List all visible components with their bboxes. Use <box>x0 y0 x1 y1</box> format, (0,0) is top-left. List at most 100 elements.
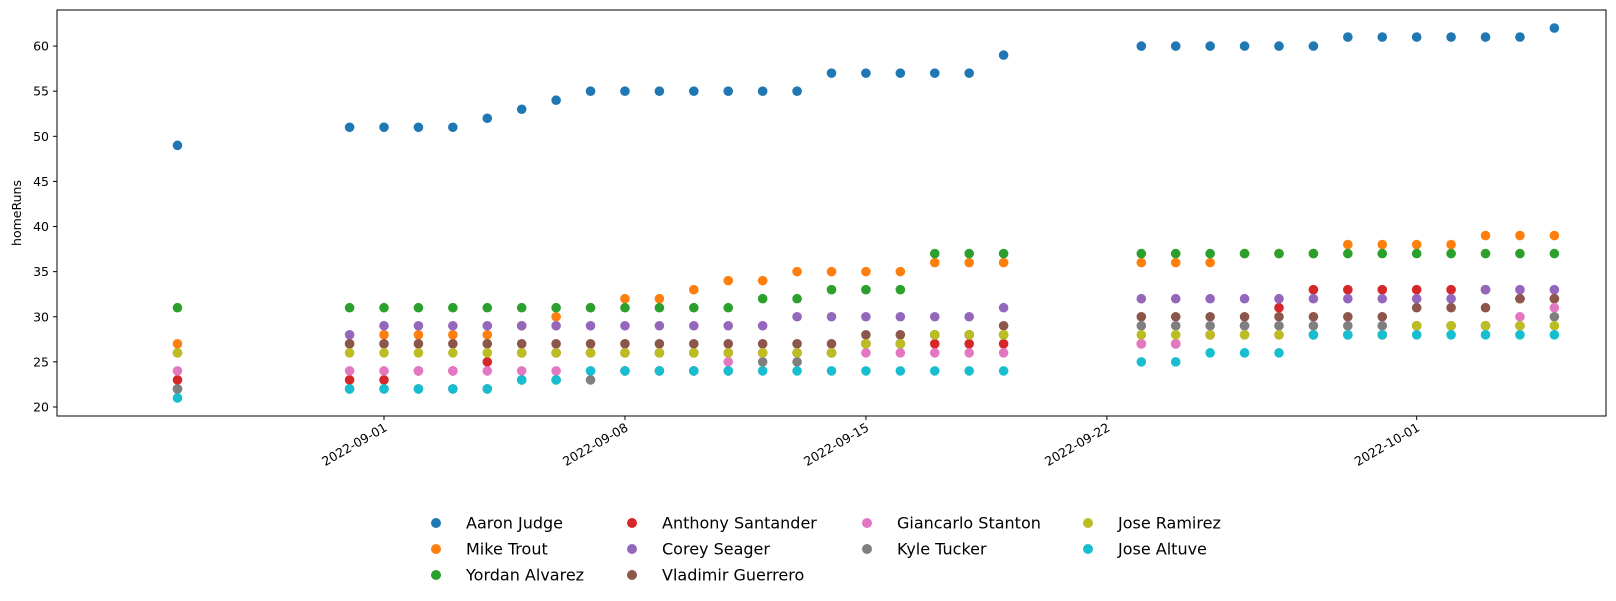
point-vladimir-guerrero <box>620 339 630 349</box>
point-mike-trout <box>826 266 837 277</box>
point-jose-altuve <box>792 366 802 376</box>
point-giancarlo-stanton <box>1515 311 1525 322</box>
point-mike-trout <box>620 293 630 304</box>
point-yordan-alvarez <box>1480 248 1491 259</box>
point-corey-seager <box>413 320 424 331</box>
point-aaron-judge <box>895 68 906 78</box>
point-jose-altuve <box>826 366 837 376</box>
point-jose-ramirez <box>929 330 940 340</box>
point-corey-seager <box>1239 293 1250 304</box>
y-tick-label: 45 <box>33 174 49 189</box>
point-jose-ramirez <box>861 339 871 349</box>
point-kyle-tucker <box>1549 311 1560 322</box>
point-aaron-judge <box>792 86 802 96</box>
point-corey-seager <box>757 320 768 331</box>
point-yordan-alvarez <box>1549 248 1560 259</box>
point-mike-trout <box>172 339 183 349</box>
point-aaron-judge <box>1136 41 1147 51</box>
point-giancarlo-stanton <box>448 366 458 376</box>
point-vladimir-guerrero <box>998 320 1009 331</box>
data-points <box>172 23 1560 403</box>
point-vladimir-guerrero <box>1308 311 1319 322</box>
point-corey-seager <box>516 320 527 331</box>
point-jose-altuve <box>1308 330 1319 340</box>
point-kyle-tucker <box>792 357 802 367</box>
point-yordan-alvarez <box>585 302 596 313</box>
point-vladimir-guerrero <box>861 330 871 340</box>
point-kyle-tucker <box>585 375 596 385</box>
legend-label-jose-ramirez: Jose Ramirez <box>1117 514 1221 533</box>
point-corey-seager <box>1480 284 1491 295</box>
point-yordan-alvarez <box>895 284 906 295</box>
legend-label-anthony-santander: Anthony Santander <box>662 514 817 533</box>
point-yordan-alvarez <box>413 302 424 313</box>
point-vladimir-guerrero <box>1343 311 1353 322</box>
point-jose-ramirez <box>1480 320 1491 331</box>
point-corey-seager <box>998 302 1009 313</box>
point-giancarlo-stanton <box>551 366 561 376</box>
point-jose-ramirez <box>516 348 527 358</box>
point-kyle-tucker <box>1170 320 1181 331</box>
point-kyle-tucker <box>1239 320 1250 331</box>
point-aaron-judge <box>344 122 355 133</box>
y-axis-label: homeRuns <box>9 180 24 246</box>
point-jose-altuve <box>1274 348 1284 358</box>
point-vladimir-guerrero <box>585 339 596 349</box>
point-corey-seager <box>344 330 355 340</box>
point-jose-altuve <box>654 366 665 376</box>
point-yordan-alvarez <box>723 302 734 313</box>
point-jose-ramirez <box>792 348 802 358</box>
point-yordan-alvarez <box>1136 248 1147 259</box>
legend-label-kyle-tucker: Kyle Tucker <box>897 540 987 559</box>
legend-marker-jose-ramirez <box>1083 518 1093 528</box>
point-jose-altuve <box>861 366 871 376</box>
point-aaron-judge <box>1274 41 1284 51</box>
point-corey-seager <box>482 320 493 331</box>
point-yordan-alvarez <box>1308 248 1319 259</box>
point-mike-trout <box>723 275 734 286</box>
point-aaron-judge <box>998 50 1009 60</box>
y-tick-label: 40 <box>33 219 49 234</box>
point-anthony-santander <box>1308 284 1319 295</box>
point-mike-trout <box>689 284 699 295</box>
y-tick-label: 60 <box>33 39 49 54</box>
point-aaron-judge <box>551 95 561 106</box>
point-corey-seager <box>826 311 837 322</box>
point-corey-seager <box>448 320 458 331</box>
point-giancarlo-stanton <box>482 366 493 376</box>
point-vladimir-guerrero <box>344 339 355 349</box>
y-tick-label: 35 <box>33 264 49 279</box>
point-jose-ramirez <box>585 348 596 358</box>
point-aaron-judge <box>1377 32 1388 42</box>
point-aaron-judge <box>1343 32 1353 42</box>
point-yordan-alvarez <box>654 302 665 313</box>
point-aaron-judge <box>1170 41 1181 51</box>
legend-marker-giancarlo-stanton <box>862 518 872 528</box>
point-mike-trout <box>551 311 561 322</box>
point-corey-seager <box>929 311 940 322</box>
point-kyle-tucker <box>1205 320 1215 331</box>
point-corey-seager <box>379 320 389 331</box>
point-giancarlo-stanton <box>895 348 906 358</box>
point-jose-altuve <box>1170 357 1181 367</box>
point-aaron-judge <box>1515 32 1525 42</box>
point-yordan-alvarez <box>344 302 355 313</box>
point-jose-ramirez <box>1549 320 1560 331</box>
point-jose-ramirez <box>964 330 974 340</box>
point-yordan-alvarez <box>929 248 940 259</box>
point-mike-trout <box>1377 239 1388 250</box>
point-mike-trout <box>757 275 768 286</box>
point-vladimir-guerrero <box>654 339 665 349</box>
point-jose-ramirez <box>448 348 458 358</box>
point-jose-ramirez <box>1515 320 1525 331</box>
legend-marker-corey-seager <box>627 544 637 554</box>
point-yordan-alvarez <box>757 293 768 304</box>
point-vladimir-guerrero <box>1274 311 1284 322</box>
legend: Aaron Judge Mike Trout Yordan Alvarez Antho… <box>431 514 1221 585</box>
point-aaron-judge <box>413 122 424 133</box>
legend-label-yordan-alvarez: Yordan Alvarez <box>465 566 584 585</box>
point-aaron-judge <box>929 68 940 78</box>
point-anthony-santander <box>1411 284 1422 295</box>
point-corey-seager <box>689 320 699 331</box>
